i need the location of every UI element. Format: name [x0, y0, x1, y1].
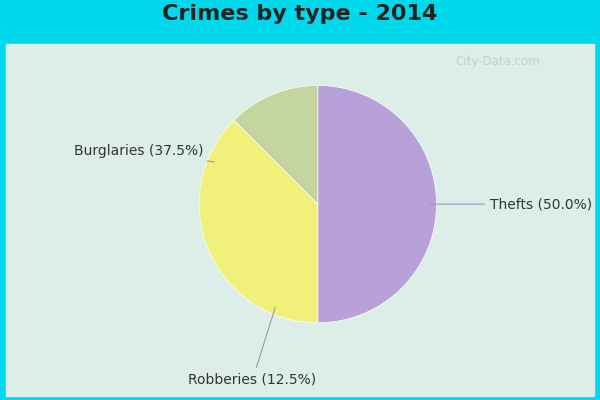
Wedge shape: [318, 86, 437, 323]
Text: Robberies (12.5%): Robberies (12.5%): [188, 308, 317, 387]
Text: City-Data.com: City-Data.com: [455, 56, 541, 68]
Wedge shape: [234, 86, 318, 204]
Wedge shape: [199, 120, 318, 323]
Bar: [6, 44, 594, 396]
Text: Crimes by type - 2014: Crimes by type - 2014: [163, 4, 437, 24]
Text: Thefts (50.0%): Thefts (50.0%): [430, 197, 592, 211]
Text: Burglaries (37.5%): Burglaries (37.5%): [74, 144, 214, 162]
